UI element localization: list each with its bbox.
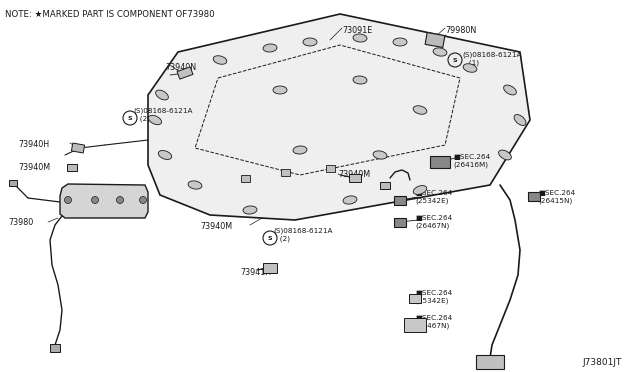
Text: 73940M: 73940M [200,222,232,231]
Ellipse shape [343,196,357,204]
Text: 73980: 73980 [8,218,33,227]
Ellipse shape [156,90,168,100]
FancyBboxPatch shape [430,156,450,168]
Text: ■SEC.264
(26415N): ■SEC.264 (26415N) [538,190,575,204]
Polygon shape [60,184,148,218]
Text: S: S [268,235,272,241]
Text: ■SEC.264
(26416M): ■SEC.264 (26416M) [453,154,490,168]
FancyBboxPatch shape [404,318,426,332]
FancyBboxPatch shape [280,169,289,176]
FancyBboxPatch shape [349,174,361,182]
Circle shape [65,196,72,203]
FancyBboxPatch shape [177,67,193,79]
Ellipse shape [148,115,161,125]
Text: 73091E: 73091E [342,26,372,35]
Ellipse shape [353,76,367,84]
Text: 73940M: 73940M [18,163,50,172]
Text: NOTE: ★MARKED PART IS COMPONENT OF73980: NOTE: ★MARKED PART IS COMPONENT OF73980 [5,10,214,19]
Ellipse shape [303,38,317,46]
FancyBboxPatch shape [394,218,406,227]
Ellipse shape [158,151,172,160]
Text: J73801JT: J73801JT [582,358,622,367]
Text: S: S [452,58,458,62]
Circle shape [140,196,147,203]
Ellipse shape [433,48,447,56]
Ellipse shape [393,38,407,46]
FancyBboxPatch shape [394,196,406,205]
FancyBboxPatch shape [72,143,84,153]
Ellipse shape [273,86,287,94]
FancyBboxPatch shape [9,180,17,186]
Ellipse shape [463,64,477,72]
FancyBboxPatch shape [50,344,60,352]
Ellipse shape [499,150,511,160]
Text: ■SEC.264
(26467N): ■SEC.264 (26467N) [415,315,452,329]
Ellipse shape [413,186,427,195]
Text: ■SEC.264
(25342E): ■SEC.264 (25342E) [415,190,452,204]
Text: (S)08168-6121A
   (2): (S)08168-6121A (2) [273,228,333,243]
Ellipse shape [213,56,227,64]
Text: (S)08168-6121A
   (2): (S)08168-6121A (2) [133,108,193,122]
Text: 73941H: 73941H [240,268,271,277]
Ellipse shape [504,85,516,95]
Circle shape [92,196,99,203]
FancyBboxPatch shape [425,32,445,48]
Text: 73940H: 73940H [18,140,49,149]
Ellipse shape [263,44,277,52]
Ellipse shape [413,106,427,114]
FancyBboxPatch shape [528,192,540,201]
FancyBboxPatch shape [409,294,421,302]
Ellipse shape [243,206,257,214]
Text: ■SEC.264
(25342E): ■SEC.264 (25342E) [415,290,452,304]
Ellipse shape [188,181,202,189]
Text: (S)08168-6121A
   (1): (S)08168-6121A (1) [462,52,522,67]
FancyBboxPatch shape [263,263,277,273]
Text: 79980N: 79980N [445,26,476,35]
Ellipse shape [373,151,387,159]
Polygon shape [148,14,530,220]
FancyBboxPatch shape [380,182,390,189]
FancyBboxPatch shape [476,355,504,369]
Ellipse shape [293,146,307,154]
Text: 73940M: 73940M [338,170,370,179]
FancyBboxPatch shape [241,174,250,182]
Text: ■SEC.264
(26467N): ■SEC.264 (26467N) [415,215,452,229]
Ellipse shape [514,115,526,125]
Text: S: S [128,115,132,121]
FancyBboxPatch shape [67,164,77,170]
Ellipse shape [353,34,367,42]
Circle shape [116,196,124,203]
Text: 73940N: 73940N [165,63,196,72]
FancyBboxPatch shape [326,164,335,171]
